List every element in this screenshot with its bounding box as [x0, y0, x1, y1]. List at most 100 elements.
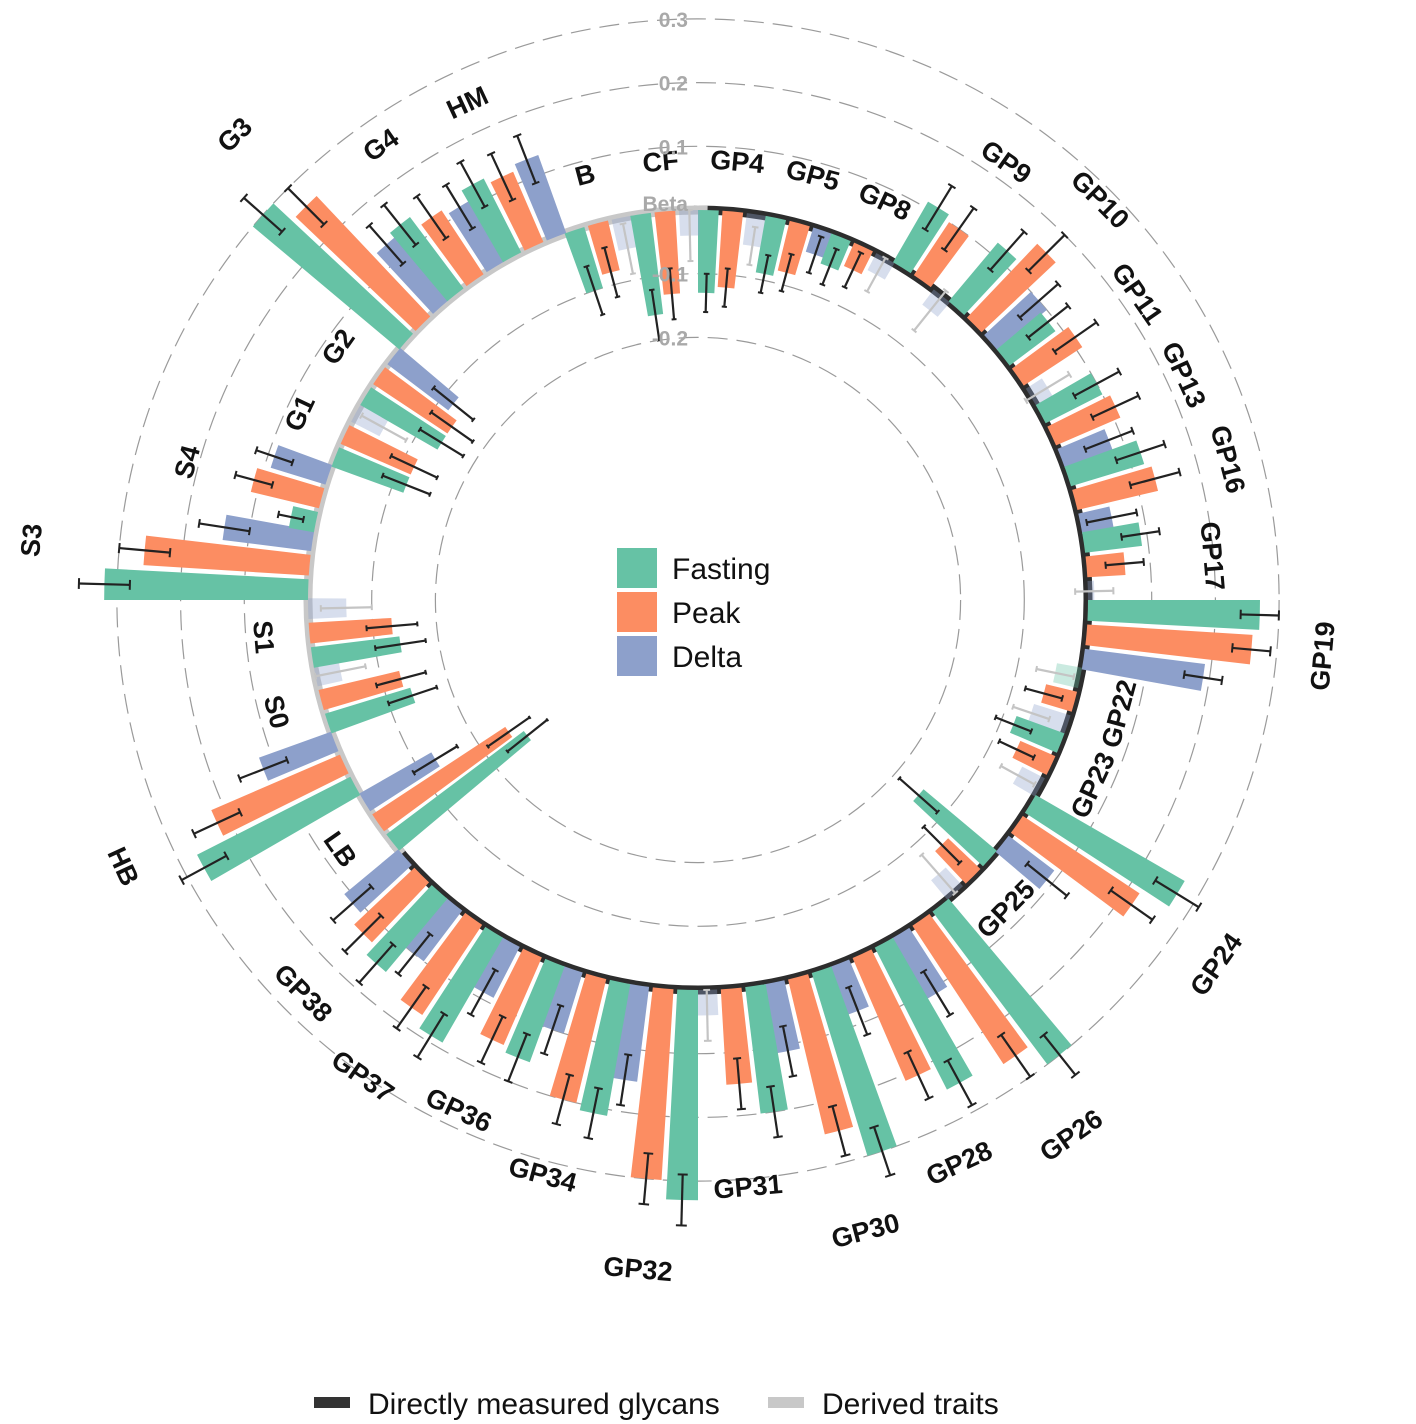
error-cap [1066, 370, 1073, 379]
bar-cf-peak [654, 210, 681, 295]
error-cap [779, 1024, 787, 1028]
error-bar [119, 546, 171, 554]
error-cap [276, 510, 281, 519]
error-bar [516, 135, 537, 184]
error-bar [1019, 283, 1059, 319]
bar-hm-delta [514, 155, 567, 241]
error-cap [1016, 314, 1024, 321]
error-bar [397, 933, 431, 975]
error-bar [368, 224, 404, 265]
error-cap [1031, 780, 1037, 788]
error-cap [551, 1121, 562, 1127]
error-cap [593, 1086, 603, 1091]
scale-tick-label: 0.1 [659, 136, 689, 159]
bar-gp4-fasting [698, 210, 719, 294]
error-bar [943, 207, 975, 251]
error-cap [313, 672, 318, 680]
legend-swatch-fasting [617, 548, 657, 588]
error-cap [380, 472, 385, 479]
error-cap [845, 984, 853, 990]
bar-g3-fasting [252, 203, 414, 350]
series-legend: Fasting Peak Delta [617, 548, 770, 676]
error-cap [341, 947, 349, 956]
error-cap [373, 645, 377, 652]
bar-gp19-fasting [1087, 600, 1260, 630]
bar-g2-fasting [360, 387, 446, 450]
error-bar [361, 414, 407, 442]
bar-g1-peak [340, 425, 418, 475]
error-cap [746, 263, 753, 267]
error-cap [522, 1031, 532, 1037]
legend-swatch-delta [617, 636, 657, 676]
error-bar [199, 522, 250, 533]
trait-label-gp9: GP9 [975, 134, 1036, 190]
error-cap [435, 684, 439, 690]
error-bar [1154, 879, 1200, 909]
error-cap [404, 437, 409, 444]
bar-gp26-delta [891, 927, 948, 1000]
error-cap [969, 204, 978, 212]
trait-label-gp37: GP37 [326, 1044, 400, 1108]
error-bar [866, 257, 887, 293]
bar-g4-peak [421, 210, 484, 287]
error-bar [619, 1054, 630, 1106]
error-bar [395, 986, 427, 1030]
error-bar [432, 387, 474, 421]
error-cap [1268, 646, 1272, 657]
trait-label-gp5: GP5 [783, 154, 843, 197]
error-cap [840, 1153, 851, 1158]
error-cap [583, 264, 590, 269]
error-cap [733, 1057, 742, 1060]
bar-cf-fasting [630, 212, 664, 317]
error-bar [621, 223, 635, 274]
error-cap [903, 1049, 912, 1055]
error-cap [921, 226, 929, 233]
error-cap [1060, 694, 1065, 702]
bar-gp36-delta [472, 936, 520, 998]
error-cap [223, 851, 230, 861]
error-bar [1027, 234, 1066, 272]
error-bar [898, 777, 939, 813]
trait-label-b: B [572, 158, 599, 192]
error-cap [897, 775, 902, 781]
trait-label-gp32: GP32 [602, 1251, 673, 1287]
bar-s4-peak [250, 468, 325, 509]
error-cap [365, 221, 374, 230]
error-cap [411, 769, 417, 776]
error-cap [1142, 558, 1146, 566]
error-bar [1184, 673, 1223, 682]
bar-gp34-delta [540, 965, 583, 1034]
error-cap [757, 291, 764, 295]
error-cap [619, 222, 627, 226]
bar-hm-fasting [461, 178, 522, 263]
bar-hb-delta [258, 731, 339, 781]
bar-gp4-peak [717, 210, 744, 289]
error-bar [650, 289, 661, 341]
error-cap [765, 253, 772, 257]
error-cap [1119, 533, 1124, 541]
error-bar [278, 513, 304, 521]
error-cap [993, 714, 998, 721]
error-cap [1130, 426, 1136, 435]
bar-gp26-fasting [932, 898, 1072, 1065]
error-bar [287, 187, 325, 226]
error-bar [1036, 667, 1075, 678]
trait-label-gp22: GP22 [1096, 677, 1143, 751]
trait-label-gp30: GP30 [828, 1207, 902, 1254]
error-cap [805, 270, 813, 275]
error-cap [441, 181, 451, 189]
error-bar [704, 273, 708, 313]
error-cap [998, 762, 1004, 770]
error-bar [382, 474, 431, 496]
bar-gp34-peak [549, 973, 607, 1103]
bar-lb-peak [372, 726, 513, 832]
error-cap [168, 547, 172, 558]
error-bar [543, 1005, 562, 1055]
error-bar [78, 582, 130, 586]
scale-tick-label: 0.3 [659, 9, 688, 32]
error-cap [278, 227, 287, 236]
bar-gp30-fasting [811, 966, 897, 1156]
error-cap [556, 1003, 565, 1008]
error-cap [751, 225, 759, 229]
error-cap [1085, 518, 1089, 527]
